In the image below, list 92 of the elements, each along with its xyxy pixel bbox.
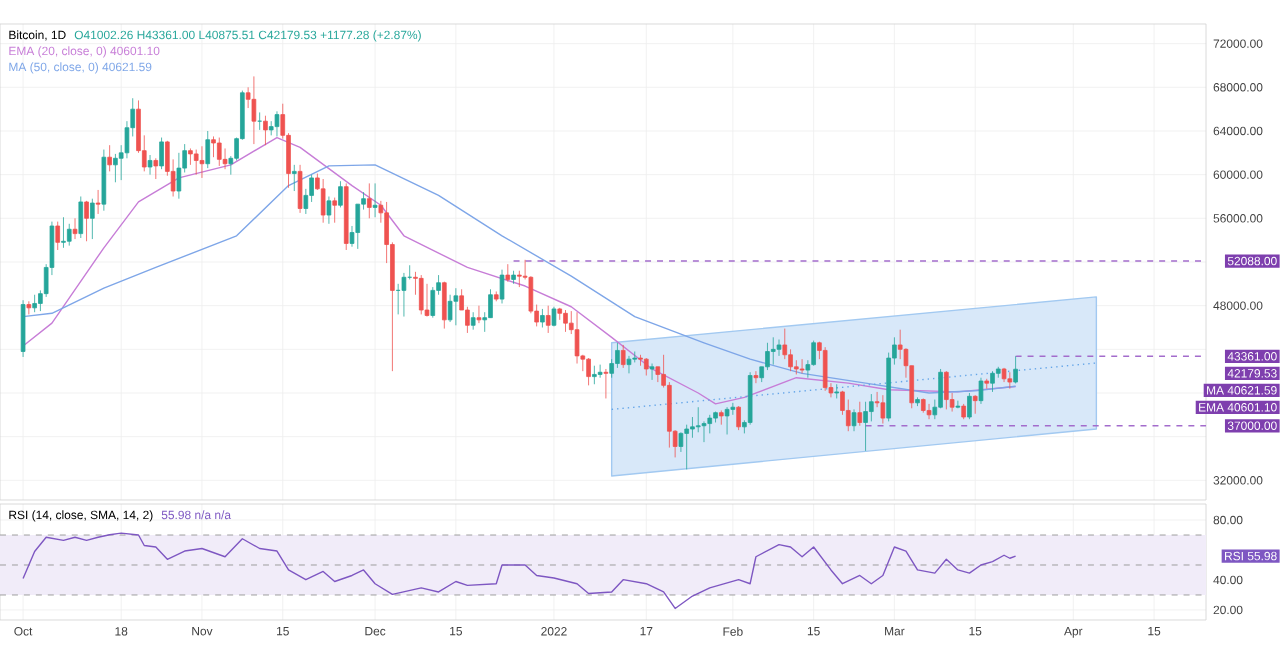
candlestick [107,144,112,172]
candlestick [343,182,349,251]
candlestick [707,414,713,434]
candlestick [978,377,984,405]
candlestick [332,197,337,224]
candlestick [367,182,372,219]
candlestick [326,196,332,225]
candlestick [880,394,886,424]
candlestick [540,308,545,328]
candlestick [972,394,978,415]
candlestick [851,408,857,432]
candlestick [113,153,118,183]
candlestick [297,164,303,214]
candlestick [1001,367,1007,383]
candlestick [586,357,591,386]
candlestick [834,383,840,399]
candlestick [78,196,84,239]
candlestick [205,130,211,169]
candlestick [193,149,199,176]
candlestick [603,368,609,399]
candlestick [574,311,580,364]
candlestick [32,294,37,313]
candlestick [418,274,424,315]
candlestick [55,221,61,251]
candlestick [447,294,453,323]
candlestick [753,370,759,384]
candlestick [257,112,262,131]
candlestick [274,110,280,137]
candlestick [845,399,851,432]
candlestick [66,223,72,247]
candlestick [442,281,447,329]
candlestick [719,410,724,426]
candlestick [511,270,516,285]
candlestick [263,115,268,146]
candlestick [545,305,551,334]
candlestick [984,378,990,390]
candlestick [176,152,182,200]
candlestick [453,287,459,326]
candlestick [499,269,505,304]
candlestick [822,346,828,392]
candlestick [863,401,868,452]
candlestick [338,180,343,208]
candlestick [592,365,597,385]
candlestick [1013,355,1018,384]
candlestick [211,136,216,158]
candlestick [724,406,730,435]
candlestick [251,76,257,145]
candlestick [626,355,632,374]
candlestick [961,403,966,420]
candlestick [926,403,932,420]
candlestick [90,198,95,240]
candlestick [153,157,159,180]
candlestick [649,363,655,381]
candlestick [620,344,626,369]
candlestick [470,311,476,331]
candlestick [597,364,603,379]
candlestick [199,145,205,179]
candlestick [320,178,326,224]
candlestick [147,154,153,176]
candlestick [159,137,164,170]
candlestick [372,182,378,218]
candlestick [505,263,511,283]
candlestick [101,149,107,212]
candlestick [944,370,949,410]
candlestick [1007,371,1013,390]
candlestick [799,358,805,374]
candlestick [857,401,863,427]
candlestick [736,405,741,431]
candlestick [920,398,926,414]
candlestick [401,272,407,317]
line-series [22,532,1017,610]
candlestick [747,371,753,426]
candlestick [967,392,972,420]
candlestick [95,189,101,215]
candlestick [424,283,430,317]
candlestick [72,217,78,240]
candlestick [643,357,649,376]
candlestick [493,291,499,302]
candlestick [216,137,222,167]
candlestick [476,305,482,324]
candlestick [776,339,782,357]
candlestick [915,396,920,407]
candlestick [990,370,995,393]
candlestick [26,300,32,315]
candlestick [84,200,89,242]
candlestick [291,164,297,192]
candlestick [20,299,26,358]
candlestick [563,309,568,333]
candlestick [551,306,557,327]
candlestick [61,216,66,249]
candlestick [684,424,689,470]
candlestick [770,336,776,366]
